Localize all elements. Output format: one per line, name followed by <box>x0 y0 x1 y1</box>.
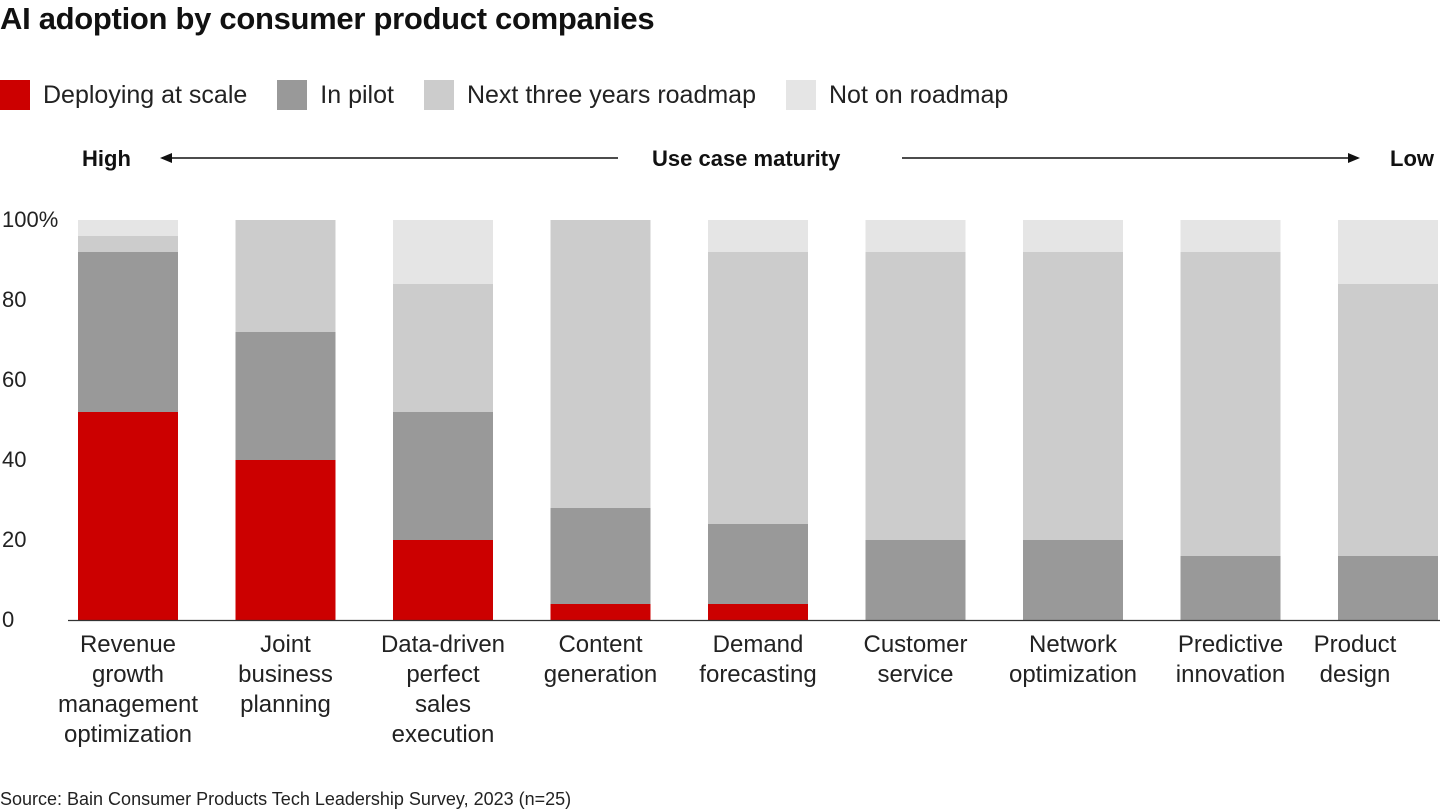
bar-segment <box>235 332 336 460</box>
legend-item-roadmap: Next three years roadmap <box>423 80 756 110</box>
chart-plot <box>68 220 1440 622</box>
bar-segment <box>393 412 493 540</box>
bar-segment <box>1180 556 1281 620</box>
chart-legend: Deploying at scale In pilot Next three y… <box>0 78 1038 112</box>
legend-label-roadmap: Next three years roadmap <box>466 81 756 109</box>
bar-segment <box>708 604 808 620</box>
bar-segment <box>1338 220 1438 284</box>
bar-segment <box>1023 540 1123 620</box>
x-tick-label: Product design <box>1313 631 1397 688</box>
x-tick-label: Demand forecasting <box>699 631 817 688</box>
bar-segment <box>78 236 178 252</box>
bar-segment <box>1180 220 1281 252</box>
legend-swatch-roadmap <box>423 80 454 110</box>
bar-segment <box>550 604 651 620</box>
maturity-arrows <box>160 153 1360 163</box>
y-tick-label: 0 <box>2 607 15 632</box>
bar-segment <box>865 220 966 252</box>
x-tick-label: Revenue growth management optimization <box>57 631 199 748</box>
bar-segment <box>235 220 336 332</box>
bar-segment <box>78 220 178 236</box>
legend-label-pilot: In pilot <box>320 81 394 109</box>
y-tick-label: 20 <box>2 527 27 552</box>
bar-segment <box>393 284 493 412</box>
legend-item-deploying: Deploying at scale <box>0 80 247 110</box>
bar-segment <box>865 252 966 540</box>
x-tick-label: Joint business planning <box>238 631 333 718</box>
bar-segment <box>1338 284 1438 556</box>
legend-label-not-on-roadmap: Not on roadmap <box>829 81 1009 109</box>
bar-segment <box>708 524 808 604</box>
bar-segment <box>78 412 178 620</box>
bar-segment <box>1023 252 1123 540</box>
x-tick-label: Data-driven perfect sales execution <box>380 631 506 748</box>
y-tick-label: 40 <box>2 447 27 472</box>
maturity-arrow-right-head <box>1348 153 1360 163</box>
bar-segment <box>393 540 493 620</box>
y-tick-label: 60 <box>2 367 27 392</box>
x-tick-label: Network optimization <box>1008 631 1138 688</box>
x-tick-label: Predictive innovation <box>1175 631 1286 688</box>
bar-segment <box>393 220 493 284</box>
bar-segment <box>550 508 651 604</box>
bar-segment <box>865 540 966 620</box>
bar-segment <box>1180 252 1281 556</box>
bar-segment <box>708 252 808 524</box>
x-tick-label: Content generation <box>543 631 658 688</box>
bar-segment <box>708 220 808 252</box>
bar-segment <box>1338 556 1438 620</box>
y-tick-label: 100% <box>2 207 59 232</box>
legend-label-deploying: Deploying at scale <box>43 81 248 109</box>
maturity-low-label: Low <box>1390 146 1434 171</box>
legend-item-not-on-roadmap: Not on roadmap <box>786 80 1008 110</box>
maturity-arrow-left-head <box>160 153 172 163</box>
legend-swatch-pilot <box>277 80 308 110</box>
bar-segment <box>550 220 651 508</box>
x-tick-label: Customer service <box>863 631 968 688</box>
legend-item-pilot: In pilot <box>277 80 394 110</box>
maturity-high-label: High <box>82 146 131 171</box>
bar-segment <box>235 460 336 620</box>
source-note: Source: Bain Consumer Products Tech Lead… <box>0 789 572 809</box>
y-tick-label: 80 <box>2 287 27 312</box>
legend-swatch-not-on-roadmap <box>786 80 816 110</box>
maturity-center-label: Use case maturity <box>652 146 841 171</box>
bar-segment <box>78 252 178 412</box>
chart-title: AI adoption by consumer product companie… <box>0 1 655 36</box>
bar-segment <box>1023 220 1123 252</box>
legend-swatch-deploying <box>0 80 30 110</box>
